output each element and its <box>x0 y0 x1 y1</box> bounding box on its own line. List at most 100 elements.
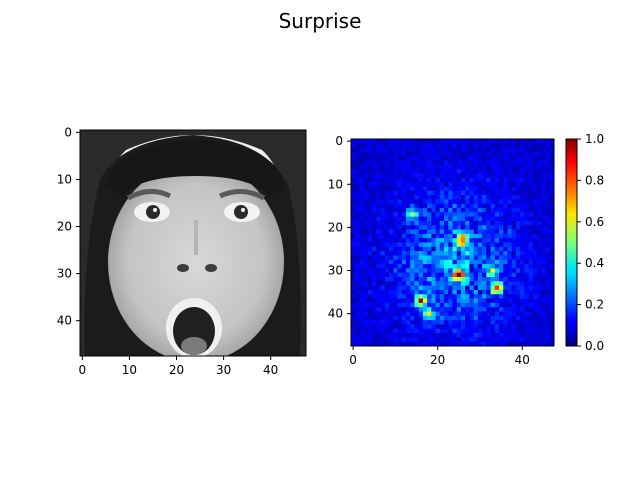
saliency-cell <box>410 311 415 317</box>
saliency-cell <box>494 255 500 261</box>
saliency-cell <box>444 281 449 286</box>
saliency-cell <box>469 220 474 226</box>
saliency-cell <box>372 199 377 205</box>
saliency-cell <box>511 143 517 148</box>
saliency-cell <box>439 139 445 144</box>
saliency-cell <box>444 272 449 278</box>
saliency-cell <box>490 225 496 230</box>
saliency-cell <box>537 156 542 161</box>
saliency-cell <box>477 225 483 230</box>
saliency-cell <box>363 264 369 269</box>
saliency-cell <box>456 333 462 338</box>
saliency-ytick-label: 10 <box>328 177 343 191</box>
saliency-cell <box>520 177 525 183</box>
saliency-cell <box>384 190 390 196</box>
saliency-cell <box>456 302 462 308</box>
saliency-cell <box>393 341 398 346</box>
saliency-cell <box>469 229 474 235</box>
saliency-cell <box>439 272 445 278</box>
saliency-cell <box>393 156 398 161</box>
saliency-cell <box>532 177 538 183</box>
saliency-cell <box>389 190 394 196</box>
saliency-cell <box>477 268 483 274</box>
saliency-cell <box>376 139 381 144</box>
saliency-cell <box>367 264 373 269</box>
saliency-cell <box>397 242 403 248</box>
saliency-cell <box>389 220 394 226</box>
saliency-cell <box>494 177 500 183</box>
saliency-cell <box>473 289 479 295</box>
saliency-cell <box>444 147 449 153</box>
saliency-cell <box>380 203 386 209</box>
saliency-cell <box>486 195 491 200</box>
saliency-cell <box>444 259 449 265</box>
saliency-cell <box>431 160 436 166</box>
saliency-cell <box>410 251 415 256</box>
saliency-cell <box>376 328 381 334</box>
saliency-cell <box>456 139 462 144</box>
saliency-cell <box>532 173 538 179</box>
saliency-cell <box>351 324 356 330</box>
saliency-cell <box>351 255 356 261</box>
saliency-cell <box>444 195 449 200</box>
saliency-cell <box>359 212 365 217</box>
saliency-cell <box>372 268 377 274</box>
saliency-cell <box>486 139 491 144</box>
saliency-cell <box>363 199 369 205</box>
saliency-cell <box>410 294 415 299</box>
saliency-cell <box>503 199 508 205</box>
saliency-cell <box>435 203 441 209</box>
saliency-cell <box>520 333 525 338</box>
saliency-cell <box>397 173 403 179</box>
saliency-cell <box>380 139 386 144</box>
saliency-cell <box>372 307 377 312</box>
saliency-cell <box>486 229 491 235</box>
saliency-cell <box>511 173 517 179</box>
saliency-cell <box>422 298 428 304</box>
saliency-cell <box>503 151 508 157</box>
saliency-cell <box>401 208 407 213</box>
saliency-cell <box>422 294 428 299</box>
saliency-cell <box>444 208 449 213</box>
saliency-cell <box>372 272 377 278</box>
saliency-cell <box>359 337 365 343</box>
saliency-cell <box>465 333 470 338</box>
saliency-cell <box>355 281 360 286</box>
saliency-cell <box>372 169 377 174</box>
saliency-cell <box>477 195 483 200</box>
saliency-cell <box>460 238 466 243</box>
saliency-cell <box>482 229 487 235</box>
saliency-cell <box>499 225 504 230</box>
saliency-cell <box>524 225 529 230</box>
face-xtick-label: 30 <box>216 363 231 377</box>
saliency-cell <box>410 195 415 200</box>
saliency-cell <box>469 311 474 317</box>
saliency-cell <box>541 307 546 312</box>
saliency-cell <box>537 259 542 265</box>
saliency-cell <box>494 337 500 343</box>
saliency-cell <box>431 302 436 308</box>
saliency-cell <box>439 220 445 226</box>
saliency-cell <box>422 156 428 161</box>
saliency-cell <box>405 216 411 222</box>
saliency-cell <box>363 324 369 330</box>
saliency-cell <box>444 307 449 312</box>
saliency-cell <box>494 199 500 205</box>
saliency-cell <box>448 302 453 308</box>
saliency-cell <box>465 156 470 161</box>
saliency-cell <box>524 208 529 213</box>
saliency-cell <box>418 337 424 343</box>
saliency-cell <box>490 337 496 343</box>
saliency-cell <box>427 272 432 278</box>
saliency-cell <box>465 199 470 205</box>
saliency-cell <box>363 208 369 213</box>
saliency-cell <box>532 216 538 222</box>
saliency-cell <box>473 324 479 330</box>
saliency-cell <box>528 281 534 286</box>
saliency-cell <box>384 272 390 278</box>
saliency-cell <box>397 195 403 200</box>
saliency-cell <box>418 259 424 265</box>
saliency-cell <box>511 164 517 170</box>
saliency-cell <box>427 315 432 321</box>
saliency-cell <box>410 147 415 153</box>
